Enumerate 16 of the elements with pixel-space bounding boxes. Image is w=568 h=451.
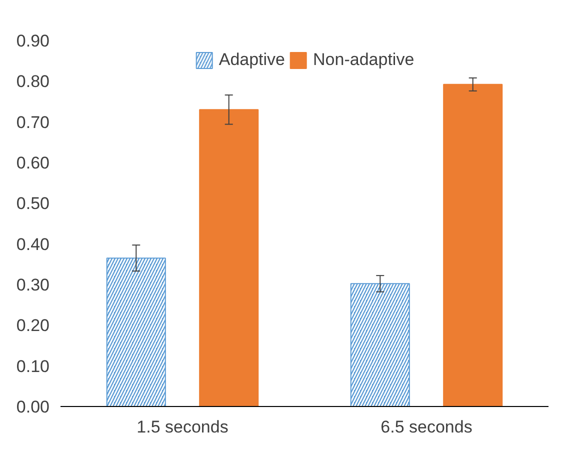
x-tick-label: 1.5 seconds: [136, 418, 228, 436]
y-tick-label: 0.70: [16, 112, 50, 132]
bar: [443, 84, 503, 406]
y-tick-label: 0.90: [16, 32, 50, 50]
y-tick-label: 0.40: [16, 234, 50, 254]
y-tick-label: 0.20: [16, 316, 50, 336]
y-tick-label: 0.00: [16, 398, 50, 416]
bar: [199, 109, 259, 406]
legend-label: Non-adaptive: [313, 50, 414, 70]
y-tick-label: 0.50: [16, 194, 50, 214]
y-tick-label: 0.60: [16, 154, 50, 172]
legend-label: Adaptive: [218, 50, 286, 70]
y-tick-label: 0.30: [16, 276, 50, 294]
y-tick-label: 0.10: [16, 356, 50, 376]
y-tick-label: 0.80: [16, 72, 50, 92]
x-tick-label: 6.5 seconds: [380, 418, 472, 436]
